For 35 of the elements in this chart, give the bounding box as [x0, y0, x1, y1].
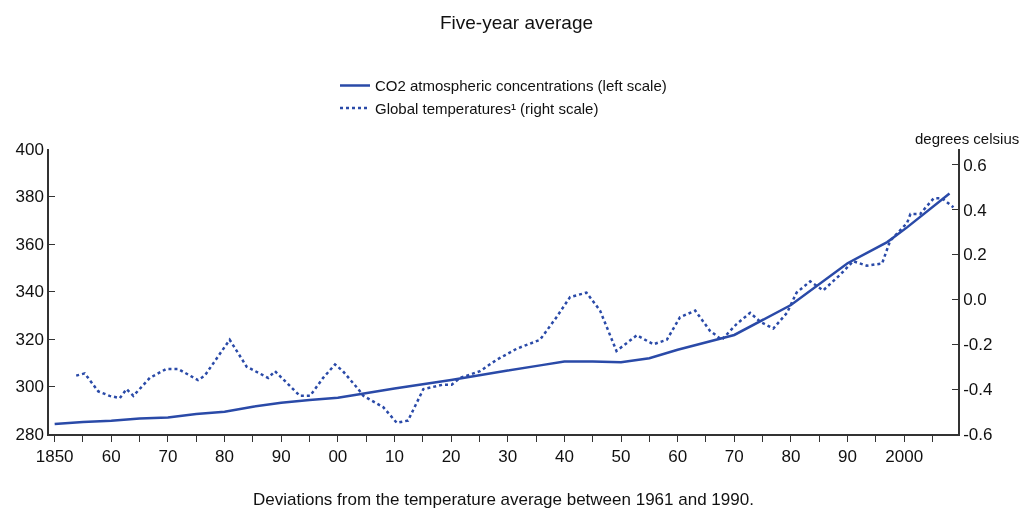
x-tick-label: 90 [271, 447, 291, 467]
x-tick-label: 2000 [885, 447, 924, 467]
text: Deviations from the temperature average between 1961 and 1990. [253, 490, 754, 509]
y-tick-label: 280 [15, 424, 44, 444]
y2-tick-label: 0.6 [963, 155, 987, 175]
y2-axis-title: degrees celsius [915, 130, 1020, 147]
y-tick-label: 360 [15, 234, 44, 254]
y2-tick-label: 0.4 [963, 200, 987, 220]
x-tick-label: 00 [328, 447, 348, 467]
x-tick-label: 40 [554, 447, 574, 467]
y2-tick-label: -0.2 [963, 335, 993, 355]
y-tick-label: 340 [15, 282, 44, 302]
x-tick-label: 10 [385, 447, 404, 467]
y-tick-label: 400 [15, 139, 44, 159]
y-tick-label: 380 [15, 187, 44, 207]
x-tick-label: 30 [498, 447, 518, 467]
x-tick-label: 60 [101, 447, 121, 467]
x-tick-label: 80 [781, 447, 801, 467]
x-tick-label: 60 [668, 447, 688, 467]
y2-tick-label: 0.2 [963, 245, 987, 265]
x-tick-label: 90 [838, 447, 858, 467]
x-tick-label: 80 [215, 447, 235, 467]
y2-tick-label: -0.4 [963, 380, 993, 400]
y2-tick-label: -0.6 [963, 424, 993, 444]
x-tick-label: 20 [441, 447, 461, 467]
x-tick-label: 1850 [35, 447, 74, 467]
x-tick-label: 70 [158, 447, 178, 467]
chart-title: Five-year average [439, 12, 594, 34]
x-tick-label: 50 [611, 447, 631, 467]
y2-tick-label: 0.0 [963, 290, 987, 310]
y-tick-label: 300 [15, 377, 44, 397]
legend-label: CO2 atmospheric concentrations (left scale) [375, 77, 667, 95]
legend-label: Global temperatures¹ (right scale) [375, 99, 599, 117]
y-tick-label: 320 [15, 329, 44, 349]
x-tick-label: 70 [724, 447, 744, 467]
